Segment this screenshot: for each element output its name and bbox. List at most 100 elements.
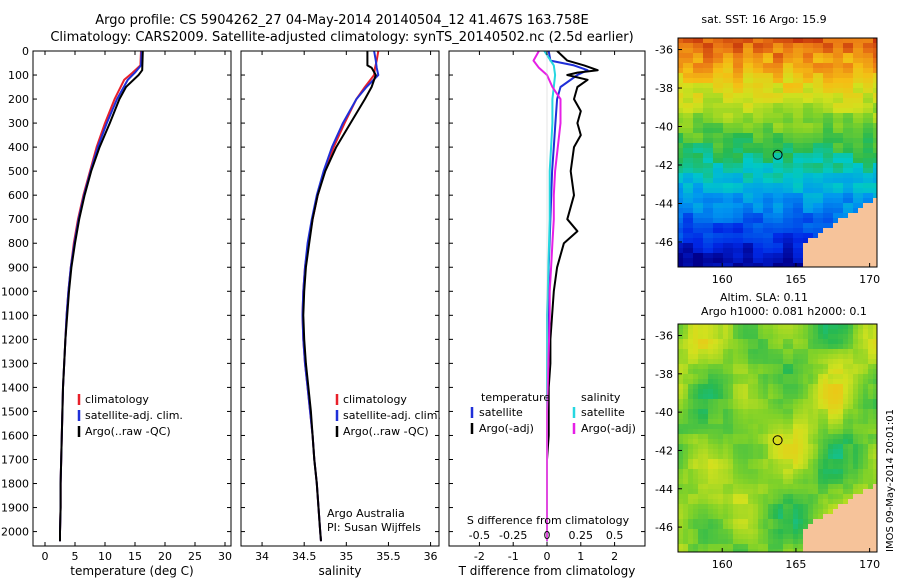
map-cell <box>868 489 873 494</box>
map-cell <box>833 389 838 394</box>
map-cell <box>833 544 838 549</box>
map-cell <box>833 38 838 43</box>
map-cell <box>753 98 758 103</box>
map-cell <box>798 38 803 43</box>
map-cell <box>773 474 778 479</box>
map-cell <box>688 549 693 552</box>
map-cell <box>688 334 693 339</box>
map-cell <box>833 203 838 208</box>
map-cell <box>688 494 693 499</box>
map-cell <box>823 163 828 168</box>
map-cell <box>758 539 763 544</box>
map-cell <box>833 48 838 53</box>
map-cell <box>793 208 798 213</box>
map-cell <box>868 434 873 439</box>
map-cell <box>753 198 758 203</box>
map-cell <box>813 469 818 474</box>
map-cell <box>803 344 808 349</box>
map-cell <box>773 208 778 213</box>
map-cell <box>683 38 688 43</box>
map-cell <box>703 464 708 469</box>
map-cell <box>873 534 877 539</box>
map-cell <box>698 399 703 404</box>
map-cell <box>723 549 728 552</box>
map-cell <box>688 434 693 439</box>
map-cell <box>703 369 708 374</box>
map-cell <box>833 534 838 539</box>
map-cell <box>868 163 873 168</box>
map-cell <box>793 384 798 389</box>
map-cell <box>858 183 863 188</box>
map-cell <box>788 444 793 449</box>
map-cell <box>813 123 818 128</box>
map-cell <box>858 218 863 223</box>
map-cell <box>793 168 798 173</box>
map-cell <box>793 369 798 374</box>
map-cell <box>743 253 748 258</box>
map-cell <box>723 223 728 228</box>
map-cell <box>843 479 848 484</box>
map-cell <box>823 38 828 43</box>
map-cell <box>823 454 828 459</box>
map-cell <box>803 339 808 344</box>
map-cell <box>763 379 768 384</box>
map-cell <box>778 223 783 228</box>
map-cell <box>678 519 683 524</box>
map-cell <box>768 173 773 178</box>
map-cell <box>703 449 708 454</box>
map-cell <box>793 534 798 539</box>
map-cell <box>688 429 693 434</box>
map-cell <box>858 479 863 484</box>
map-cell <box>688 263 693 267</box>
map-cell <box>843 509 848 514</box>
map-cell <box>818 369 823 374</box>
map-cell <box>818 519 823 524</box>
map-cell <box>788 419 793 424</box>
map-cell <box>758 374 763 379</box>
map-cell <box>743 484 748 489</box>
map-cell <box>768 258 773 263</box>
map-cell <box>848 193 853 198</box>
map-cell <box>858 494 863 499</box>
map-cell <box>858 444 863 449</box>
map-cell <box>858 213 863 218</box>
map-cell <box>863 464 868 469</box>
map-cell <box>678 148 683 153</box>
map-cell <box>743 63 748 68</box>
map-cell <box>738 178 743 183</box>
map-cell <box>783 63 788 68</box>
map-cell <box>873 153 877 158</box>
map-cell <box>788 544 793 549</box>
map-cell <box>858 484 863 489</box>
header-line1: Argo profile: CS 5904262_27 04-May-2014 … <box>95 13 588 28</box>
map-cell <box>848 148 853 153</box>
series-line-1 <box>59 51 143 542</box>
map-cell <box>828 168 833 173</box>
map-cell <box>873 419 877 424</box>
map-cell <box>798 394 803 399</box>
argo-position-marker <box>772 435 783 446</box>
map-cell <box>783 138 788 143</box>
map-cell <box>788 399 793 404</box>
legend-group-title: temperature <box>481 391 550 404</box>
map-cell <box>853 459 858 464</box>
map-cell <box>798 354 803 359</box>
map-cell <box>688 339 693 344</box>
map-cell <box>678 399 683 404</box>
map-cell <box>728 444 733 449</box>
map-cell <box>728 223 733 228</box>
map-cell <box>698 138 703 143</box>
map-ytick-label: -46 <box>655 236 673 249</box>
map-cell <box>708 324 713 329</box>
map-cell <box>708 519 713 524</box>
map-xtick-label: 160 <box>712 558 733 571</box>
map-cell <box>733 88 738 93</box>
map-cell <box>838 203 843 208</box>
map-cell <box>828 374 833 379</box>
map-cell <box>858 188 863 193</box>
map-cell <box>763 539 768 544</box>
map-cell <box>863 78 868 83</box>
map-cell <box>838 198 843 203</box>
map-cell <box>828 364 833 369</box>
map-cell <box>773 394 778 399</box>
